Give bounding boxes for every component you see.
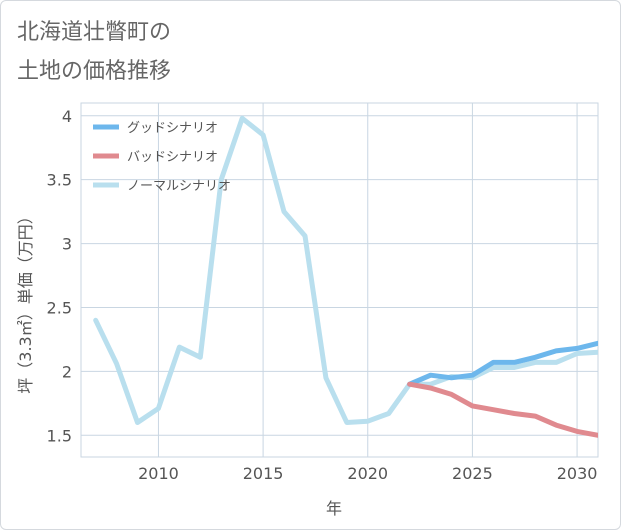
chart-title-line2: 土地の価格推移	[17, 59, 172, 84]
y-axis-label: 坪（3.3㎡）単価（万円）	[16, 208, 35, 393]
series-line	[407, 340, 598, 387]
y-tick-label: 3.5	[47, 171, 72, 190]
x-axis-label: 年	[326, 499, 342, 518]
series-line	[407, 381, 598, 438]
y-tick-label: 3	[62, 235, 72, 254]
y-tick-label: 2.5	[47, 298, 72, 317]
y-axis-ticks: 1.5 2 2.5 3 3.5 4	[47, 107, 72, 445]
legend-label: バッドシナリオ	[127, 150, 218, 165]
legend-label: ノーマルシナリオ	[127, 179, 231, 194]
grid-lines	[81, 103, 598, 457]
y-tick-label: 1.5	[47, 426, 72, 445]
x-tick-label: 2015	[243, 464, 284, 483]
x-tick-label: 2020	[347, 464, 388, 483]
x-axis-ticks: 2010 2015 2020 2025 2030	[138, 464, 597, 483]
y-tick-label: 4	[62, 107, 72, 126]
legend-label: グッドシナリオ	[127, 121, 218, 136]
plot-area-border	[80, 102, 599, 458]
x-tick-label: 2010	[138, 464, 179, 483]
series-lines	[93, 115, 598, 438]
x-tick-label: 2030	[557, 464, 598, 483]
series-line	[93, 115, 598, 425]
x-tick-label: 2025	[452, 464, 493, 483]
chart-title-line1: 北海道壮瞥町の	[17, 20, 172, 45]
y-tick-label: 2	[62, 362, 72, 381]
